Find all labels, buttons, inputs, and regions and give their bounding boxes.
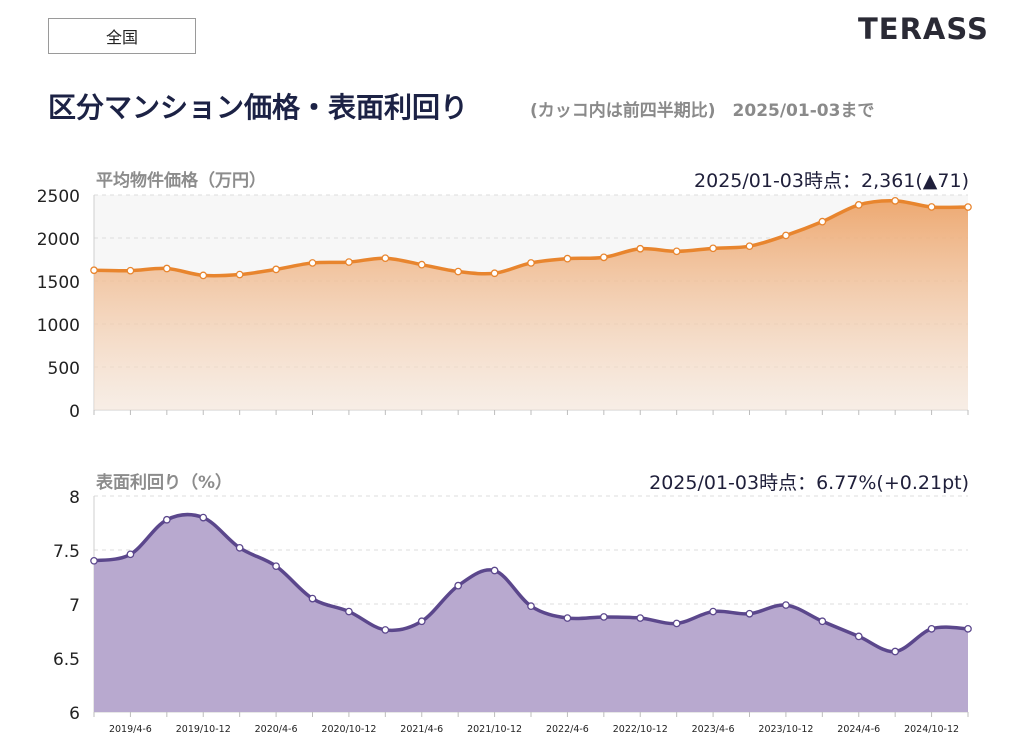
yield-x-tick-label: 2021/4-6	[400, 724, 443, 735]
price-point	[527, 259, 535, 267]
page-title: 区分マンション価格・表面利回り	[48, 91, 469, 124]
price-point	[672, 247, 681, 256]
price-point	[927, 203, 936, 211]
yield-x-tick-label: 2022/10-12	[613, 724, 668, 735]
yield-point	[636, 614, 645, 622]
price-chart: 0 500 1000 1500 2000 2500	[37, 187, 972, 422]
yield-x-tick-label: 2019/4-6	[109, 724, 152, 735]
price-area	[94, 200, 968, 410]
price-point	[199, 271, 208, 280]
price-point	[854, 201, 863, 209]
yield-point	[672, 619, 681, 628]
price-y-tick-label: 1500	[37, 273, 80, 293]
price-y-tick-label: 500	[48, 359, 80, 379]
yield-x-tick-label: 2021/10-12	[467, 724, 522, 735]
price-point	[126, 266, 135, 275]
yield-y-tick-label: 6.5	[53, 650, 80, 670]
yield-x-tick-label: 2023/4-6	[692, 724, 735, 735]
yield-point	[818, 617, 827, 626]
yield-point	[417, 617, 426, 626]
terass-logo: TERASS	[858, 12, 989, 46]
yield-chart-summary: 2025/01-03時点：6.77%(+0.21pt)	[649, 472, 969, 494]
region-badge: 全国	[48, 18, 196, 54]
yield-chart-title: 表面利回り（%）	[96, 473, 233, 493]
yield-area	[94, 514, 968, 712]
yield-x-tick-label: 2019/10-12	[176, 724, 231, 735]
yield-point	[527, 602, 535, 611]
yield-point	[599, 613, 608, 621]
yield-x-tick-label: 2024/10-12	[904, 724, 959, 735]
price-chart-title: 平均物件価格（万円）	[96, 171, 266, 191]
price-point	[818, 217, 827, 226]
yield-x-tick-label: 2020/4-6	[255, 724, 298, 735]
yield-point	[345, 607, 353, 616]
yield-x-tick-label: 2024/4-6	[837, 724, 880, 735]
price-point	[563, 254, 572, 263]
page-subtitle: (カッコ内は前四半期比) 2025/01-03まで	[530, 101, 875, 121]
price-point	[90, 266, 98, 275]
yield-point	[199, 513, 208, 522]
yield-point	[709, 607, 717, 616]
yield-point	[964, 624, 972, 633]
yield-point	[927, 624, 936, 633]
price-point	[162, 264, 171, 273]
yield-point	[854, 632, 863, 641]
yield-point	[90, 556, 98, 565]
price-point	[782, 231, 790, 240]
price-point	[381, 254, 390, 263]
price-point	[636, 244, 645, 253]
yield-x-tick-label: 2022/4-6	[546, 724, 589, 735]
yield-y-tick-label: 6	[69, 704, 80, 724]
price-y-tick-label: 2500	[37, 187, 80, 207]
yield-point	[126, 550, 135, 559]
yield-point	[454, 581, 463, 590]
price-point	[599, 253, 608, 262]
price-point	[745, 242, 754, 251]
price-point	[417, 260, 426, 269]
price-point	[308, 259, 317, 267]
yield-point	[782, 601, 790, 609]
yield-point	[162, 515, 171, 524]
price-point	[454, 267, 463, 276]
yield-x-tick-label: 2020/10-12	[321, 724, 376, 735]
yield-point	[235, 543, 244, 552]
price-point	[490, 269, 499, 278]
yield-y-tick-label: 7.5	[53, 542, 80, 562]
yield-point	[563, 614, 572, 622]
price-y-tick-label: 1000	[37, 316, 80, 336]
yield-y-tick-label: 7	[69, 596, 80, 616]
yield-point	[381, 626, 390, 634]
price-point	[272, 265, 280, 274]
yield-point	[490, 566, 499, 575]
price-chart-summary: 2025/01-03時点：2,361(▲71)	[694, 170, 969, 192]
price-y-tick-label: 0	[69, 402, 80, 422]
yield-point	[891, 647, 900, 656]
price-point	[235, 270, 244, 279]
price-point	[891, 196, 900, 205]
price-point	[709, 244, 717, 253]
yield-chart: 6 6.5 7 7.5 8 2019/4-6 2019/10-12 2020/4-6 2020/…	[53, 488, 972, 735]
yield-x-tick-label: 2023/10-12	[758, 724, 813, 735]
price-point	[964, 203, 972, 211]
yield-point	[272, 562, 280, 571]
price-y-tick-label: 2000	[37, 230, 80, 250]
price-point	[345, 258, 353, 266]
yield-point	[745, 609, 754, 618]
yield-y-tick-label: 8	[69, 488, 80, 508]
yield-point	[308, 594, 317, 603]
